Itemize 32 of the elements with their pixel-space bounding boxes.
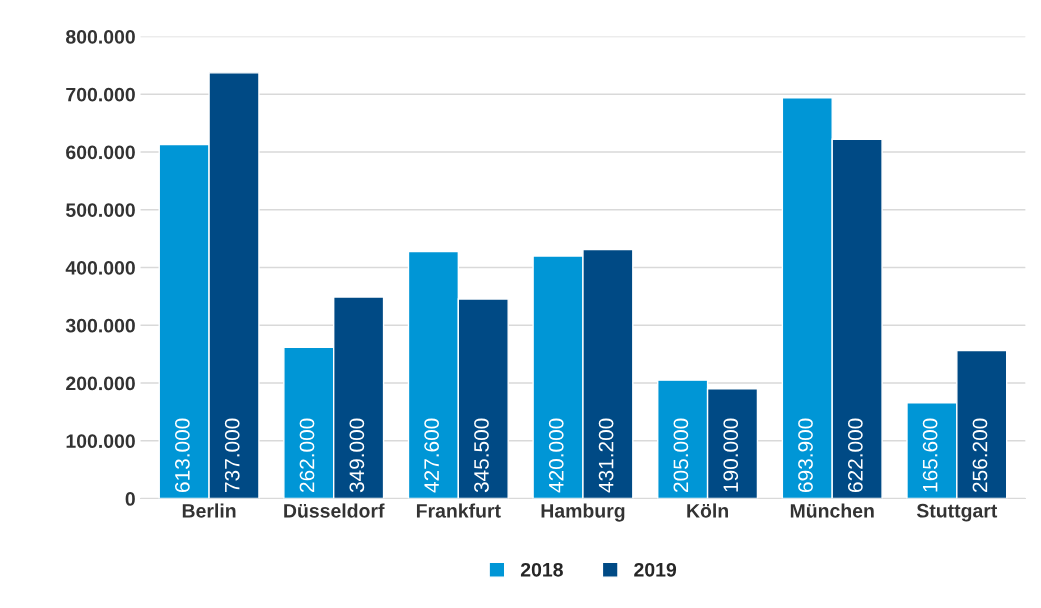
- x-tick-label: München: [790, 503, 874, 518]
- legend-label: 2019: [634, 562, 677, 577]
- x-tick-label: Düsseldorf: [284, 503, 385, 518]
- x-tick-label: Frankfurt: [416, 503, 501, 518]
- y-tick-label: 0: [125, 492, 135, 506]
- data-label: 622.000: [847, 418, 863, 492]
- data-label: 737.000: [224, 418, 240, 492]
- data-label: 345.500: [474, 418, 489, 493]
- data-label: 613.000: [174, 418, 190, 492]
- data-label: 190.000: [723, 418, 739, 492]
- data-label: 349.000: [349, 418, 365, 493]
- y-tick-label: 800.000: [66, 29, 135, 44]
- data-label: 205.000: [673, 418, 689, 492]
- data-label: 165.600: [922, 418, 938, 492]
- x-tick-label: Hamburg: [541, 503, 625, 522]
- y-tick-label: 600.000: [66, 145, 135, 160]
- x-tick-label: Stuttgart: [916, 503, 998, 522]
- data-label: 420.000: [548, 418, 564, 493]
- y-tick-label: 500.000: [65, 203, 135, 217]
- data-label: 431.200: [598, 418, 614, 493]
- data-label: 693.900: [798, 418, 813, 492]
- x-tick-label: Berlin: [182, 503, 236, 518]
- data-label: 427.600: [424, 418, 439, 493]
- y-tick-label: 100.000: [66, 434, 135, 449]
- y-tick-label: 200.000: [66, 376, 135, 391]
- data-label: 262.000: [299, 418, 315, 492]
- x-tick-label: Köln: [687, 503, 728, 518]
- y-tick-label: 400.000: [65, 260, 135, 275]
- y-tick-label: 700.000: [66, 87, 135, 102]
- data-label: 256.200: [972, 418, 988, 492]
- legend-label: 2018: [520, 562, 563, 577]
- y-tick-label: 300.000: [65, 318, 135, 333]
